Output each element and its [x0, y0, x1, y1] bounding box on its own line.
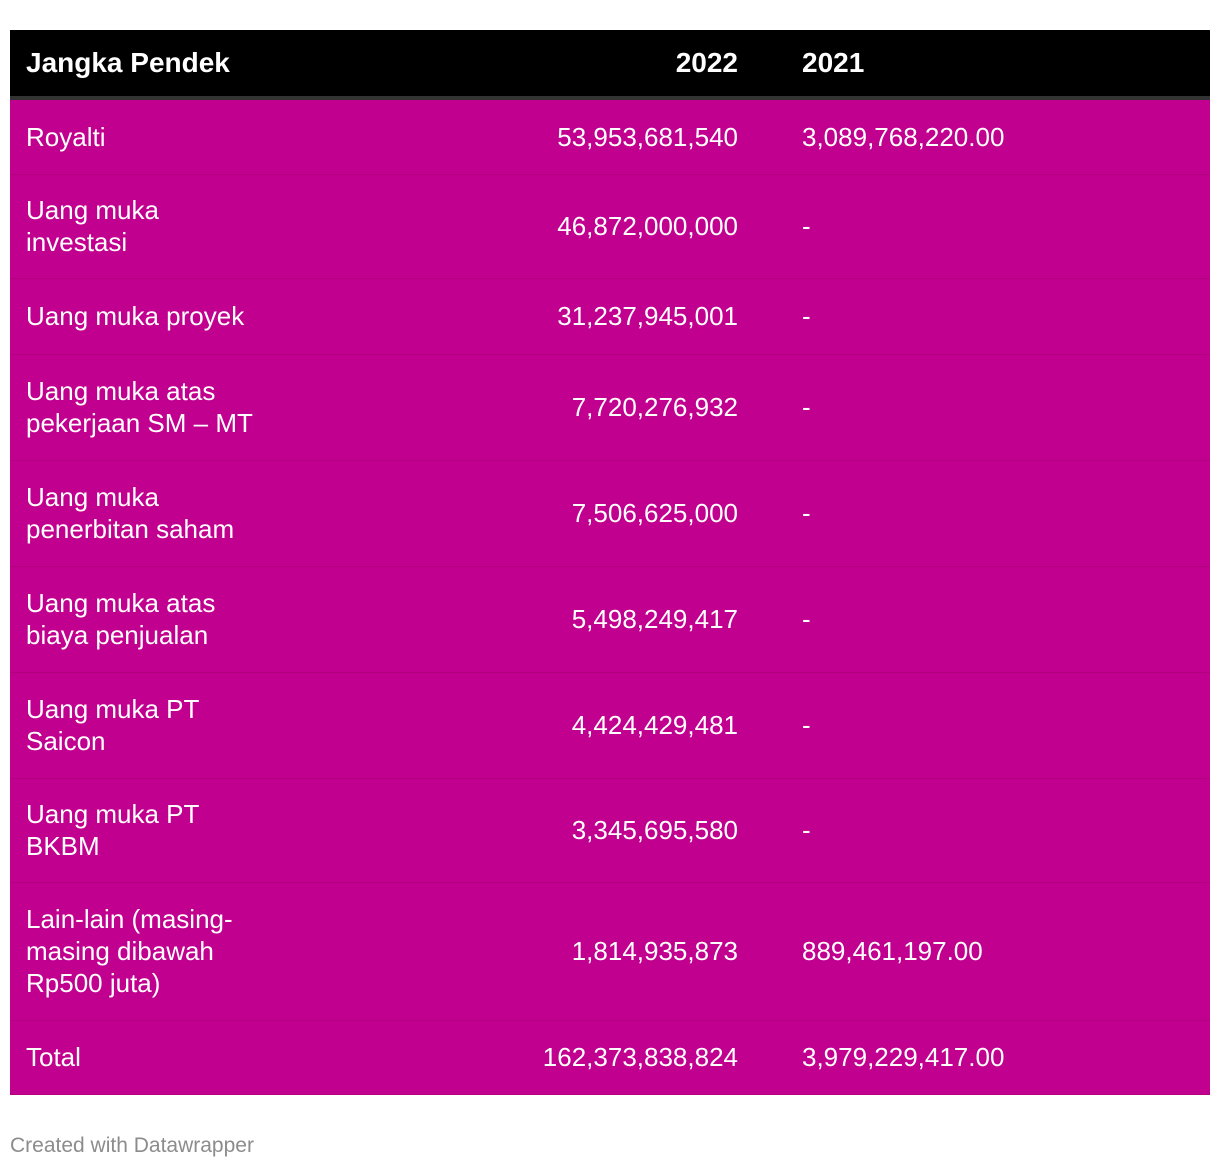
data-table: Jangka Pendek 2022 2021 Royalti 53,953,68… [10, 30, 1210, 1095]
cell-2021: - [802, 301, 811, 331]
cell-2021: 3,979,229,417.00 [802, 1042, 1005, 1072]
table-row: Uang muka atas pekerjaan SM – MT 7,720,27… [10, 354, 1210, 460]
cell-2021: - [802, 498, 811, 528]
cell-2021: - [802, 710, 811, 740]
data-table-container: Jangka Pendek 2022 2021 Royalti 53,953,68… [10, 30, 1210, 1095]
table-body: Royalti 53,953,681,540 3,089,768,220.00 Uan… [10, 98, 1210, 1094]
row-label: Uang muka PT BKBM [26, 799, 199, 861]
row-label: Uang muka proyek [26, 301, 245, 331]
row-label: Uang muka atas pekerjaan SM – MT [26, 376, 253, 438]
table-row: Uang muka PT Saicon 4,424,429,481 - [10, 672, 1210, 778]
table-row: Lain-lain (masing-masing dibawah Rp500 j… [10, 882, 1210, 1020]
row-label: Royalti [26, 121, 106, 152]
cell-2022: 53,953,681,540 [557, 121, 738, 152]
cell-2022: 31,237,945,001 [557, 301, 738, 331]
column-header-label: Jangka Pendek [10, 30, 270, 100]
column-header-2021: 2021 [738, 30, 1210, 100]
cell-2022: 7,506,625,000 [571, 498, 738, 528]
table-row: Uang muka investasi 46,872,000,000 - [10, 174, 1210, 278]
cell-2022: 7,720,276,932 [571, 392, 738, 422]
row-label: Uang muka penerbitan saham [26, 482, 235, 544]
cell-2022: 46,872,000,000 [557, 211, 738, 241]
table-row: Royalti 53,953,681,540 3,089,768,220.00 [10, 98, 1210, 174]
footer-credit: Created with Datawrapper [10, 1134, 254, 1157]
row-label: Total [26, 1042, 81, 1072]
table-row: Uang muka proyek 31,237,945,001 - [10, 278, 1210, 354]
cell-2021: - [802, 211, 811, 241]
column-header-2022: 2022 [270, 30, 738, 100]
cell-2021: - [802, 815, 811, 845]
header-row: Jangka Pendek 2022 2021 [10, 30, 1210, 100]
row-label: Uang muka investasi [26, 195, 159, 257]
cell-2022: 4,424,429,481 [571, 710, 738, 740]
cell-2021: 3,089,768,220.00 [802, 121, 1005, 152]
row-label: Uang muka atas biaya penjualan [26, 588, 216, 650]
cell-2021: - [802, 604, 811, 634]
table-row: Uang muka atas biaya penjualan 5,498,249,… [10, 566, 1210, 672]
cell-2022: 1,814,935,873 [571, 936, 738, 966]
row-label: Lain-lain (masing-masing dibawah Rp500 j… [26, 904, 233, 998]
table-row: Total 162,373,838,824 3,979,229,417.00 [10, 1020, 1210, 1094]
row-label: Uang muka PT Saicon [26, 694, 199, 756]
cell-2021: 889,461,197.00 [802, 936, 983, 966]
cell-2022: 162,373,838,824 [542, 1042, 738, 1072]
cell-2021: - [802, 392, 811, 422]
table-header: Jangka Pendek 2022 2021 [10, 30, 1210, 100]
cell-2022: 5,498,249,417 [571, 604, 738, 634]
cell-2022: 3,345,695,580 [571, 815, 738, 845]
table-row: Uang muka PT BKBM 3,345,695,580 - [10, 778, 1210, 882]
table-row: Uang muka penerbitan saham 7,506,625,000 - [10, 460, 1210, 566]
